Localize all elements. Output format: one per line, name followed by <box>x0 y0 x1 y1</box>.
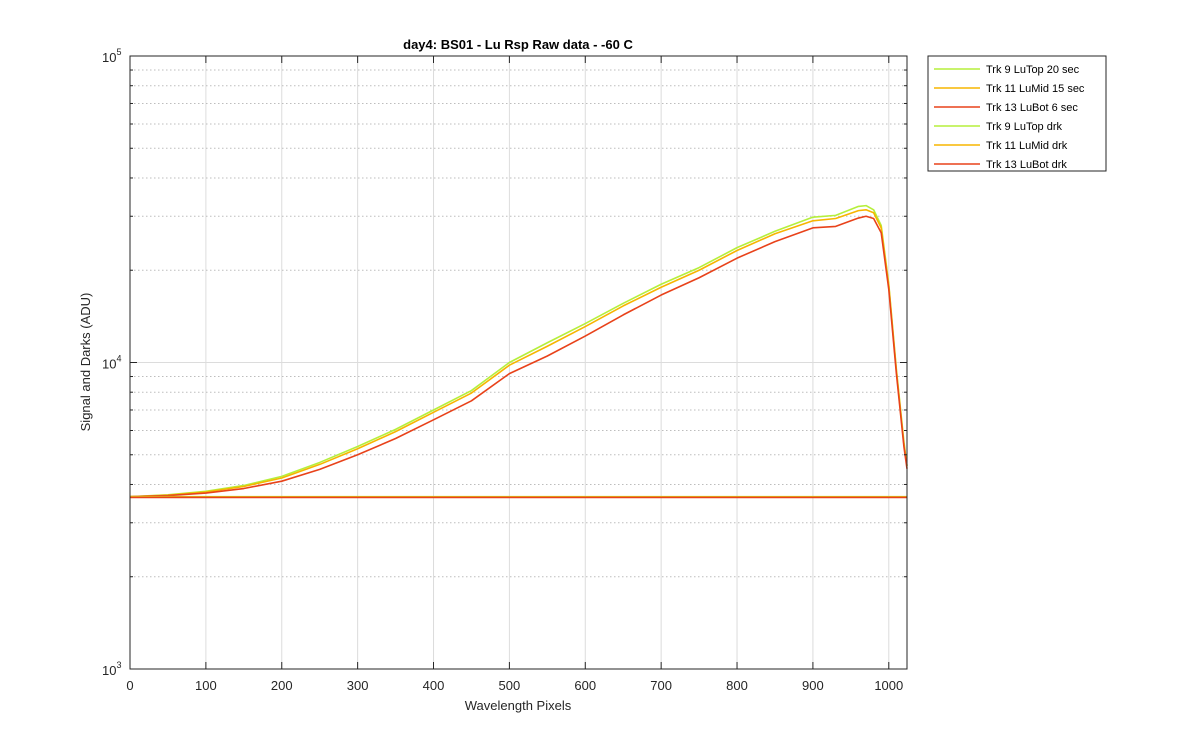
series-layer <box>129 204 908 499</box>
y-axis-label: Signal and Darks (ADU) <box>78 293 93 432</box>
legend-label: Trk 13 LuBot drk <box>986 159 1067 171</box>
x-tick-label: 800 <box>726 678 748 693</box>
y-tick-label: 104 <box>102 354 121 372</box>
chart-title: day4: BS01 - Lu Rsp Raw data - -60 C <box>403 37 633 52</box>
x-tick-label: 200 <box>271 678 293 693</box>
series-line-1 <box>129 204 908 498</box>
y-tick-exponent: 5 <box>116 47 121 57</box>
x-tick-labels: 0 100 200 300 400 500 600 700 800 900 1000 <box>126 678 903 693</box>
grid <box>130 56 907 669</box>
x-tick-label: 1000 <box>874 678 903 693</box>
legend-label: Trk 13 LuBot 6 sec <box>986 102 1078 114</box>
x-tick-label: 600 <box>574 678 596 693</box>
series-line-2 <box>129 208 908 498</box>
x-tick-label: 100 <box>195 678 217 693</box>
x-tick-label: 400 <box>423 678 445 693</box>
legend-label: Trk 11 LuMid drk <box>986 140 1068 152</box>
x-tick-label: 0 <box>126 678 133 693</box>
y-tick-label: 105 <box>102 47 121 65</box>
axis-ticks <box>129 55 907 670</box>
legend-label: Trk 9 LuTop 20 sec <box>986 64 1080 76</box>
legend-box <box>927 55 1107 172</box>
legend-label: Trk 11 LuMid 15 sec <box>986 83 1085 95</box>
y-tick-label: 103 <box>102 660 121 678</box>
series-line-3 <box>129 215 908 498</box>
x-tick-label: 500 <box>499 678 521 693</box>
x-tick-label: 700 <box>650 678 672 693</box>
x-tick-label: 900 <box>802 678 824 693</box>
y-tick-exponent: 3 <box>116 660 121 670</box>
y-tick-exponent: 4 <box>116 354 121 364</box>
legend-label: Trk 9 LuTop drk <box>986 121 1063 133</box>
y-tick-base: 10 <box>102 50 116 65</box>
x-axis-label: Wavelength Pixels <box>465 698 572 713</box>
x-tick-label: 300 <box>347 678 369 693</box>
legend: Trk 9 LuTop 20 sec Trk 11 LuMid 15 sec Trk… <box>927 55 1107 172</box>
y-tick-base: 10 <box>102 357 116 372</box>
y-tick-base: 10 <box>102 663 116 678</box>
